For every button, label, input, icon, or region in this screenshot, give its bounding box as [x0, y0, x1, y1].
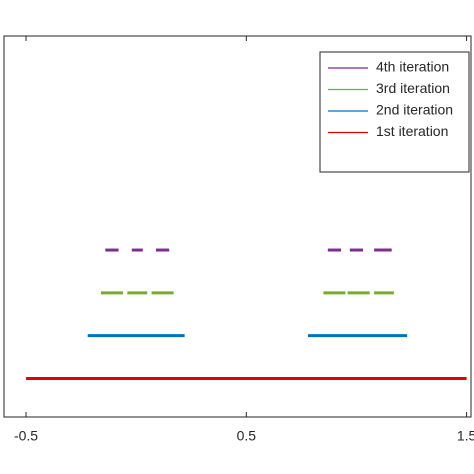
- legend-label: 2nd iteration: [376, 102, 453, 118]
- axes-box: [3, 35, 472, 418]
- legend-label: 3rd iteration: [376, 80, 450, 96]
- x-tick-label: -0.5: [14, 428, 38, 444]
- x-tick-label: 0.5: [237, 428, 257, 444]
- x-tick-label: 1.5: [457, 428, 474, 444]
- legend-box: [319, 51, 470, 173]
- legend-label: 1st iteration: [376, 123, 448, 139]
- legend-label: 4th iteration: [376, 59, 449, 75]
